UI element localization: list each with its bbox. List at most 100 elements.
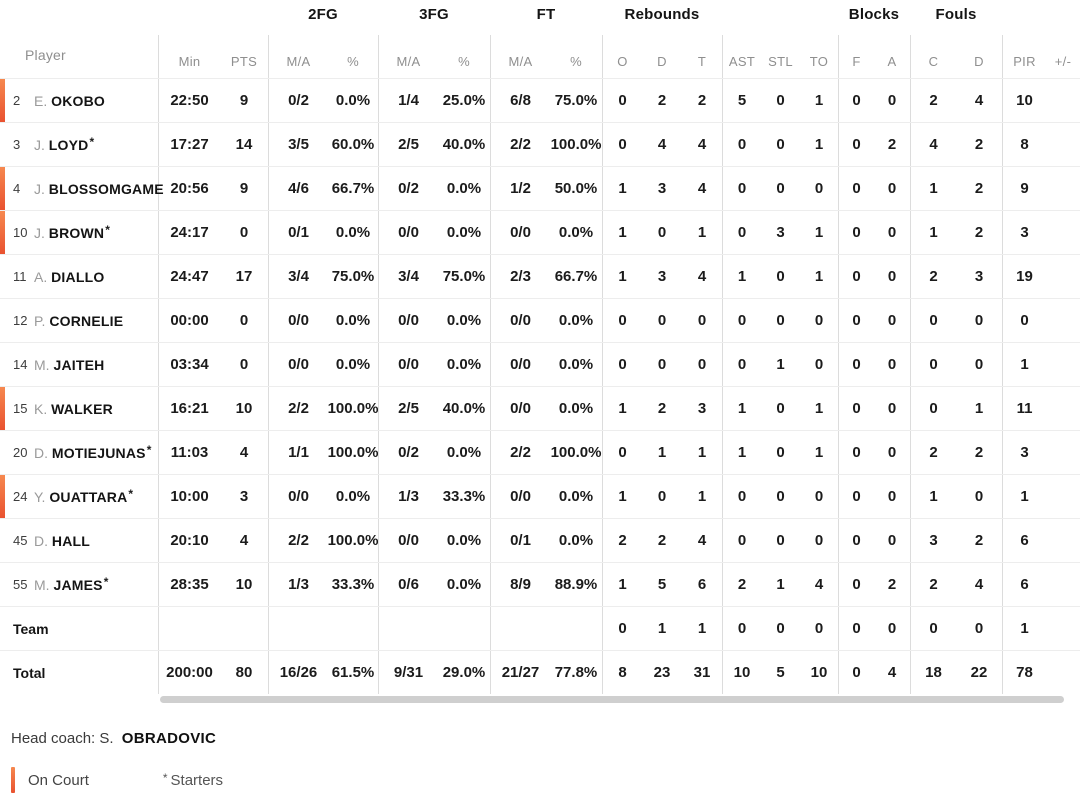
cell-fg3_pct: 0.0% [438,343,490,386]
cell-stl: 0 [761,167,800,210]
stat-value: 0 [974,620,984,637]
cell-plus_minus [1046,563,1080,606]
cell-reb_d: 1 [642,607,682,650]
cell-blk_a: 0 [874,79,910,122]
cell-fg3_ma: 1/4 [378,79,438,122]
cell-pts: 3 [220,475,268,518]
stat-value: 2 [887,136,897,153]
cell-plus_minus [1046,519,1080,562]
cell-ft_ma: 8/9 [490,563,550,606]
stat-value: 0 [776,136,785,153]
stat-value: 0 [776,620,785,637]
stat-value: 0/0 [398,356,419,373]
player-row-hall: 45 D. HALL 20:10 4 2/2 100.0% 0/0 0.0% 0/1 0.0% 2 2… [0,518,1080,562]
player-initial: M. [34,576,54,593]
stat-value: 100.0% [550,444,602,461]
cell-foul_c: 4 [910,123,956,166]
cell-fg2_ma: 0/0 [268,299,328,342]
player-cell: 3 J. LOYD* [0,123,158,166]
cell-blk_a: 4 [874,651,910,694]
stat-value: 0 [737,224,747,241]
player-initial: P. [34,312,50,329]
stat-value: 66.7% [331,180,375,197]
stat-value: 0 [814,180,824,197]
cell-stl: 1 [761,343,800,386]
stat-value: 20:56 [170,180,209,197]
cell-pir: 9 [1002,167,1046,210]
stat-value: 1 [814,224,824,241]
cell-to: 1 [800,123,838,166]
stat-value: 2 [737,576,747,593]
stat-value: 0 [657,312,667,329]
player-surname: BROWN [48,224,105,241]
player-initial: J. [34,224,49,241]
stat-value: 2 [974,136,984,153]
cell-foul_c: 0 [910,299,956,342]
stat-value: 5 [657,576,667,593]
stat-value: 33.3% [442,488,486,505]
stat-value: 4 [697,268,707,285]
cell-foul_d: 0 [956,475,1002,518]
player-row-james: 55 M. JAMES* 28:35 10 1/3 33.3% 0/6 0.0% 8/9 88.9… [0,562,1080,606]
stat-value: 2 [974,444,984,461]
cell-ft_ma: 2/2 [490,431,550,474]
cell-reb_o: 1 [602,255,642,298]
stat-value: 2/3 [510,268,531,285]
stat-value: 24:17 [170,224,209,241]
stat-value: 0 [814,488,824,505]
stat-value: 0.0% [446,532,482,549]
stat-value: 0 [852,92,861,109]
cell-ast: 1 [722,255,761,298]
cell-ft_pct: 50.0% [550,167,602,210]
stat-value: 9 [239,92,249,109]
cell-ft_pct: 0.0% [550,519,602,562]
stat-value: 100.0% [327,532,379,549]
stat-value: 00:00 [170,312,209,329]
player-name: J. BROWN* [34,223,110,241]
stat-value: 4 [929,136,938,153]
cell-fg3_pct: 29.0% [438,651,490,694]
stat-value: 0.0% [558,312,594,329]
stat-value: 0 [776,92,785,109]
cell-pir: 6 [1002,563,1046,606]
cell-fg2_ma: 2/2 [268,519,328,562]
cell-ast: 0 [722,167,761,210]
stat-value: 0 [929,620,938,637]
cell-reb_d: 2 [642,387,682,430]
stat-value: 4 [657,136,667,153]
cell-fg3_ma: 2/5 [378,387,438,430]
col-group-2fg: 2FG [308,6,338,23]
stat-value: 0/0 [398,312,419,329]
cell-reb_t: 0 [682,343,722,386]
cell-ft_ma: 2/3 [490,255,550,298]
col-header-foul-c: C [910,35,956,78]
cell-reb_o: 0 [602,607,642,650]
stat-value: 2 [697,92,707,109]
stat-value: 3 [657,180,667,197]
cell-reb_t: 1 [682,475,722,518]
cell-foul_c: 3 [910,519,956,562]
stat-value: 0 [887,400,897,417]
cell-fg3_ma: 0/0 [378,299,438,342]
player-cell: 10 J. BROWN* [0,211,158,254]
stat-value: 4 [239,532,249,549]
stat-value: 4 [974,576,984,593]
cell-reb_d: 5 [642,563,682,606]
stat-value: 9 [239,180,249,197]
stat-value: 0 [852,312,861,329]
stat-value: 2 [887,576,897,593]
cell-plus_minus [1046,255,1080,298]
stat-value: 0 [618,312,627,329]
cell-ft_pct [550,607,602,650]
cell-ast: 0 [722,211,761,254]
horizontal-scrollbar[interactable] [160,696,1064,703]
player-initial: E. [34,92,52,109]
stat-value: 0.0% [558,400,594,417]
player-number: 2 [13,93,21,108]
cell-plus_minus [1046,431,1080,474]
cell-fg2_pct: 100.0% [327,519,379,562]
cell-stl: 0 [761,299,800,342]
cell-pir: 11 [1002,387,1046,430]
cell-fg3_pct: 0.0% [438,563,490,606]
stat-value: 0.0% [335,312,371,329]
